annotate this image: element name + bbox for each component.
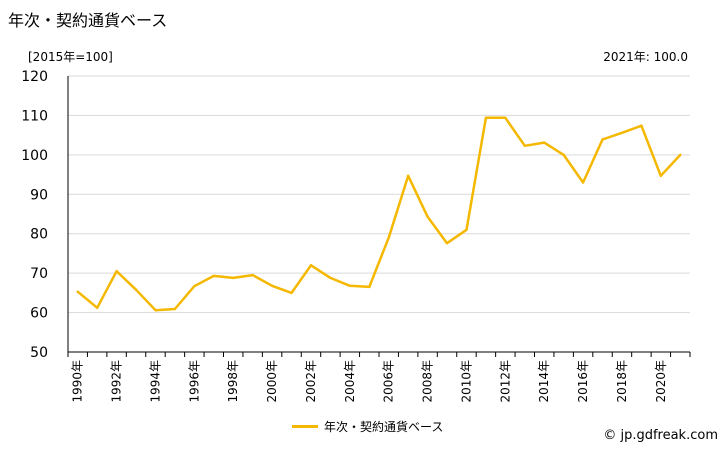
data-point: [115, 269, 118, 273]
data-point: [504, 116, 507, 119]
data-point: [562, 153, 565, 157]
x-tick-label: 1990年: [71, 360, 85, 403]
data-point: [543, 141, 546, 144]
data-point: [640, 124, 643, 127]
x-tick-label: 2006年: [382, 360, 396, 403]
x-tick-label: 2018年: [615, 360, 629, 403]
data-point: [601, 138, 604, 141]
data-point: [212, 274, 215, 278]
unit-label: [2015年=100]: [28, 50, 113, 64]
latest-value-label: 2021年: 100.0: [603, 50, 688, 64]
data-point: [581, 181, 585, 184]
data-point: [251, 273, 254, 277]
x-tick-label: 2008年: [421, 360, 435, 403]
data-point: [523, 144, 526, 147]
y-tick-label: 60: [30, 306, 48, 322]
y-tick-label: 90: [30, 187, 48, 203]
credit-text: © jp.gdfreak.com: [603, 428, 718, 443]
data-point: [659, 174, 663, 177]
x-tick-label: 2002年: [304, 360, 318, 403]
y-tick-label: 50: [30, 345, 48, 361]
x-tick-label: 2020年: [654, 360, 668, 403]
x-tick-label: 1994年: [148, 360, 162, 403]
data-point: [484, 116, 488, 119]
legend-label: 年次・契約通貨ベース: [324, 420, 444, 434]
legend-swatch: [292, 425, 318, 428]
data-point: [193, 284, 196, 288]
x-tick-label: 2012年: [498, 360, 512, 403]
data-point: [290, 291, 293, 295]
data-point: [134, 288, 138, 291]
data-point: [270, 284, 274, 287]
x-tick-label: 2004年: [343, 360, 357, 403]
data-point: [368, 285, 371, 289]
x-tick-label: 2010年: [459, 360, 473, 403]
legend: 年次・契約通貨ベース: [292, 418, 443, 435]
data-point: [309, 264, 313, 267]
x-tick-label: 1996年: [187, 360, 201, 403]
y-tick-label: 80: [30, 227, 48, 243]
y-tick-label: 110: [21, 108, 48, 124]
chart-title: 年次・契約通貨ベース: [8, 11, 168, 30]
y-tick-label: 70: [30, 266, 48, 282]
data-point: [348, 284, 352, 287]
data-point: [154, 309, 157, 312]
data-point: [620, 131, 624, 134]
x-tick-label: 2014年: [537, 360, 551, 403]
data-point: [76, 290, 79, 293]
data-point: [173, 307, 177, 311]
data-point: [426, 215, 429, 218]
data-point: [387, 236, 390, 239]
series-line: [76, 116, 682, 312]
y-tick-label: 100: [21, 148, 48, 164]
x-tick-label: 2000年: [265, 360, 279, 403]
x-tick-label: 2016年: [576, 360, 590, 403]
x-tick-label: 1998年: [226, 360, 240, 403]
data-point: [445, 241, 449, 245]
data-point: [95, 306, 99, 310]
data-point: [406, 174, 410, 177]
data-point: [465, 228, 468, 231]
data-point: [679, 153, 682, 157]
x-tick-label: 1992年: [110, 360, 124, 403]
data-point: [329, 276, 332, 280]
y-tick-label: 120: [21, 69, 48, 85]
data-point: [232, 276, 235, 280]
